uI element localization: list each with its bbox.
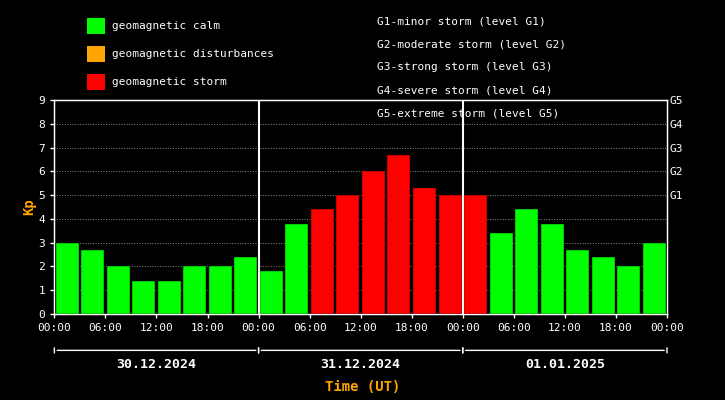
- Text: 31.12.2024: 31.12.2024: [320, 358, 401, 372]
- Text: G3-strong storm (level G3): G3-strong storm (level G3): [377, 62, 552, 72]
- Bar: [439, 195, 462, 314]
- Bar: [81, 250, 104, 314]
- Text: geomagnetic calm: geomagnetic calm: [112, 21, 220, 31]
- Bar: [286, 224, 308, 314]
- Text: G2-moderate storm (level G2): G2-moderate storm (level G2): [377, 39, 566, 49]
- Bar: [387, 155, 410, 314]
- Bar: [541, 224, 563, 314]
- Text: geomagnetic disturbances: geomagnetic disturbances: [112, 49, 274, 59]
- Text: G1-minor storm (level G1): G1-minor storm (level G1): [377, 16, 546, 26]
- Y-axis label: Kp: Kp: [22, 199, 36, 215]
- Bar: [56, 243, 78, 314]
- Bar: [643, 243, 666, 314]
- Bar: [107, 266, 130, 314]
- Bar: [158, 281, 181, 314]
- Text: G5-extreme storm (level G5): G5-extreme storm (level G5): [377, 109, 559, 119]
- Text: G4-severe storm (level G4): G4-severe storm (level G4): [377, 86, 552, 96]
- Bar: [592, 257, 615, 314]
- Bar: [464, 195, 487, 314]
- Bar: [515, 209, 538, 314]
- Bar: [362, 171, 385, 314]
- Bar: [260, 271, 283, 314]
- Bar: [132, 281, 155, 314]
- Bar: [617, 266, 640, 314]
- Text: Time (UT): Time (UT): [325, 380, 400, 394]
- Bar: [336, 195, 360, 314]
- Bar: [311, 209, 334, 314]
- Bar: [209, 266, 232, 314]
- Text: geomagnetic storm: geomagnetic storm: [112, 77, 227, 87]
- Bar: [566, 250, 589, 314]
- Bar: [413, 188, 436, 314]
- Text: 01.01.2025: 01.01.2025: [525, 358, 605, 372]
- Bar: [489, 233, 513, 314]
- Bar: [234, 257, 257, 314]
- Bar: [183, 266, 206, 314]
- Text: 30.12.2024: 30.12.2024: [117, 358, 196, 372]
